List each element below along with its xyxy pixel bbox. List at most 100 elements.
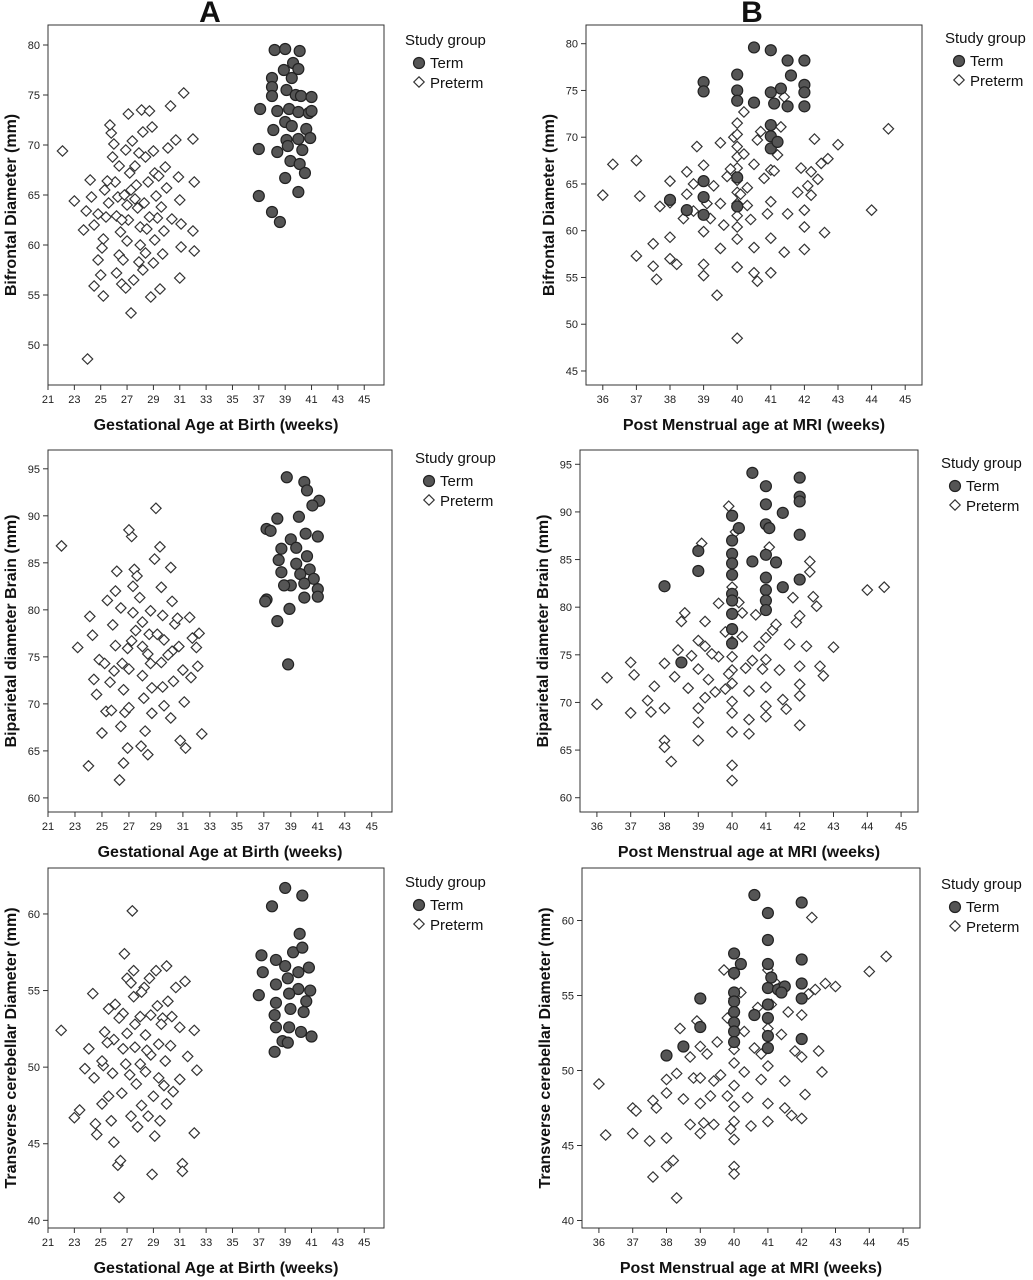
preterm-point xyxy=(592,1077,605,1091)
y-tick-label: 60 xyxy=(562,916,574,928)
x-tick-label: 35 xyxy=(226,394,238,406)
y-tick-label: 75 xyxy=(28,652,40,664)
preterm-point xyxy=(692,734,705,747)
term-point xyxy=(290,557,303,570)
preterm-point xyxy=(167,675,180,688)
term-point xyxy=(281,972,294,985)
term-point xyxy=(304,984,317,997)
x-tick-label: 43 xyxy=(332,1237,344,1249)
term-point xyxy=(305,90,318,104)
preterm-point xyxy=(134,220,147,234)
term-point xyxy=(298,166,312,180)
preterm-point xyxy=(644,705,658,719)
y-tick-label: 95 xyxy=(560,459,572,471)
term-point xyxy=(311,590,324,603)
x-tick-label: 44 xyxy=(861,821,873,833)
preterm-point xyxy=(77,223,90,237)
preterm-point xyxy=(134,1010,147,1023)
preterm-point xyxy=(827,641,840,654)
term-point xyxy=(305,1030,318,1043)
x-tick-label: 42 xyxy=(796,1237,808,1249)
legend-title: Study group xyxy=(405,32,486,49)
x-tick-label: 33 xyxy=(200,394,212,406)
term-point xyxy=(283,987,296,1000)
preterm-point xyxy=(663,175,677,188)
preterm-point xyxy=(102,1090,115,1103)
legend-preterm-label: Preterm xyxy=(430,917,483,934)
preterm-point xyxy=(190,641,203,654)
preterm-point xyxy=(684,1050,697,1064)
preterm-point xyxy=(82,1042,95,1055)
preterm-point xyxy=(135,103,148,117)
x-tick-label: 29 xyxy=(147,394,159,406)
y-tick-label: 60 xyxy=(560,793,572,805)
preterm-point xyxy=(130,569,144,583)
preterm-point xyxy=(157,224,171,238)
term-point xyxy=(727,1025,741,1038)
preterm-point xyxy=(92,207,105,221)
term-point xyxy=(275,542,288,555)
legend-term-label: Term xyxy=(430,897,463,914)
preterm-point xyxy=(173,1073,186,1086)
preterm-point xyxy=(726,706,739,719)
preterm-point xyxy=(113,1012,126,1025)
y-axis-title: Bifrontal Diameter (mm) xyxy=(541,114,558,296)
term-point xyxy=(727,947,741,960)
term-point xyxy=(784,69,798,82)
preterm-point xyxy=(164,1039,177,1052)
term-point xyxy=(727,1035,741,1049)
preterm-point xyxy=(128,159,142,173)
term-point xyxy=(697,208,710,221)
term-point xyxy=(280,83,293,97)
preterm-point xyxy=(135,986,148,999)
term-point xyxy=(271,512,284,525)
x-tick-label: 39 xyxy=(279,394,291,406)
preterm-point xyxy=(728,1167,741,1181)
preterm-point xyxy=(756,663,769,676)
preterm-point xyxy=(711,1035,724,1049)
term-point xyxy=(255,949,268,962)
term-point xyxy=(747,41,761,54)
preterm-point xyxy=(173,193,186,207)
preterm-point xyxy=(119,281,132,295)
preterm-point xyxy=(142,1110,155,1123)
preterm-point xyxy=(680,188,693,201)
term-point xyxy=(281,1036,294,1049)
term-point xyxy=(272,553,285,567)
y-tick-label: 65 xyxy=(28,190,40,202)
preterm-point xyxy=(817,669,830,682)
preterm-point xyxy=(755,1073,768,1086)
y-tick-label: 65 xyxy=(566,179,578,191)
x-axis-title: Post Menstrual age at MRI (weeks) xyxy=(618,844,880,861)
preterm-point xyxy=(135,1099,148,1112)
preterm-point xyxy=(106,618,119,631)
preterm-point xyxy=(155,581,168,594)
y-tick-label: 70 xyxy=(560,697,572,709)
y-tick-label: 50 xyxy=(28,1062,40,1074)
preterm-point xyxy=(803,565,816,578)
preterm-point xyxy=(801,179,814,192)
preterm-point xyxy=(146,120,159,134)
term-point xyxy=(304,131,317,145)
preterm-point xyxy=(148,553,161,566)
term-point xyxy=(282,658,295,671)
x-tick-label: 39 xyxy=(694,1237,706,1249)
preterm-point xyxy=(712,597,725,610)
preterm-point xyxy=(103,118,116,132)
x-tick-label: 27 xyxy=(121,1237,133,1249)
preterm-point xyxy=(692,634,705,647)
legend-preterm-marker xyxy=(412,917,426,931)
preterm-point xyxy=(105,1114,118,1127)
term-point xyxy=(279,171,292,185)
preterm-point xyxy=(179,742,192,755)
x-tick-label: 45 xyxy=(895,821,907,833)
preterm-point xyxy=(671,644,685,657)
preterm-point xyxy=(660,1073,673,1086)
preterm-point xyxy=(663,252,677,265)
preterm-point xyxy=(89,1117,102,1130)
preterm-point xyxy=(749,608,762,621)
preterm-point xyxy=(793,689,806,702)
preterm-point xyxy=(147,256,160,270)
preterm-point xyxy=(722,667,735,680)
preterm-point xyxy=(157,1079,171,1092)
